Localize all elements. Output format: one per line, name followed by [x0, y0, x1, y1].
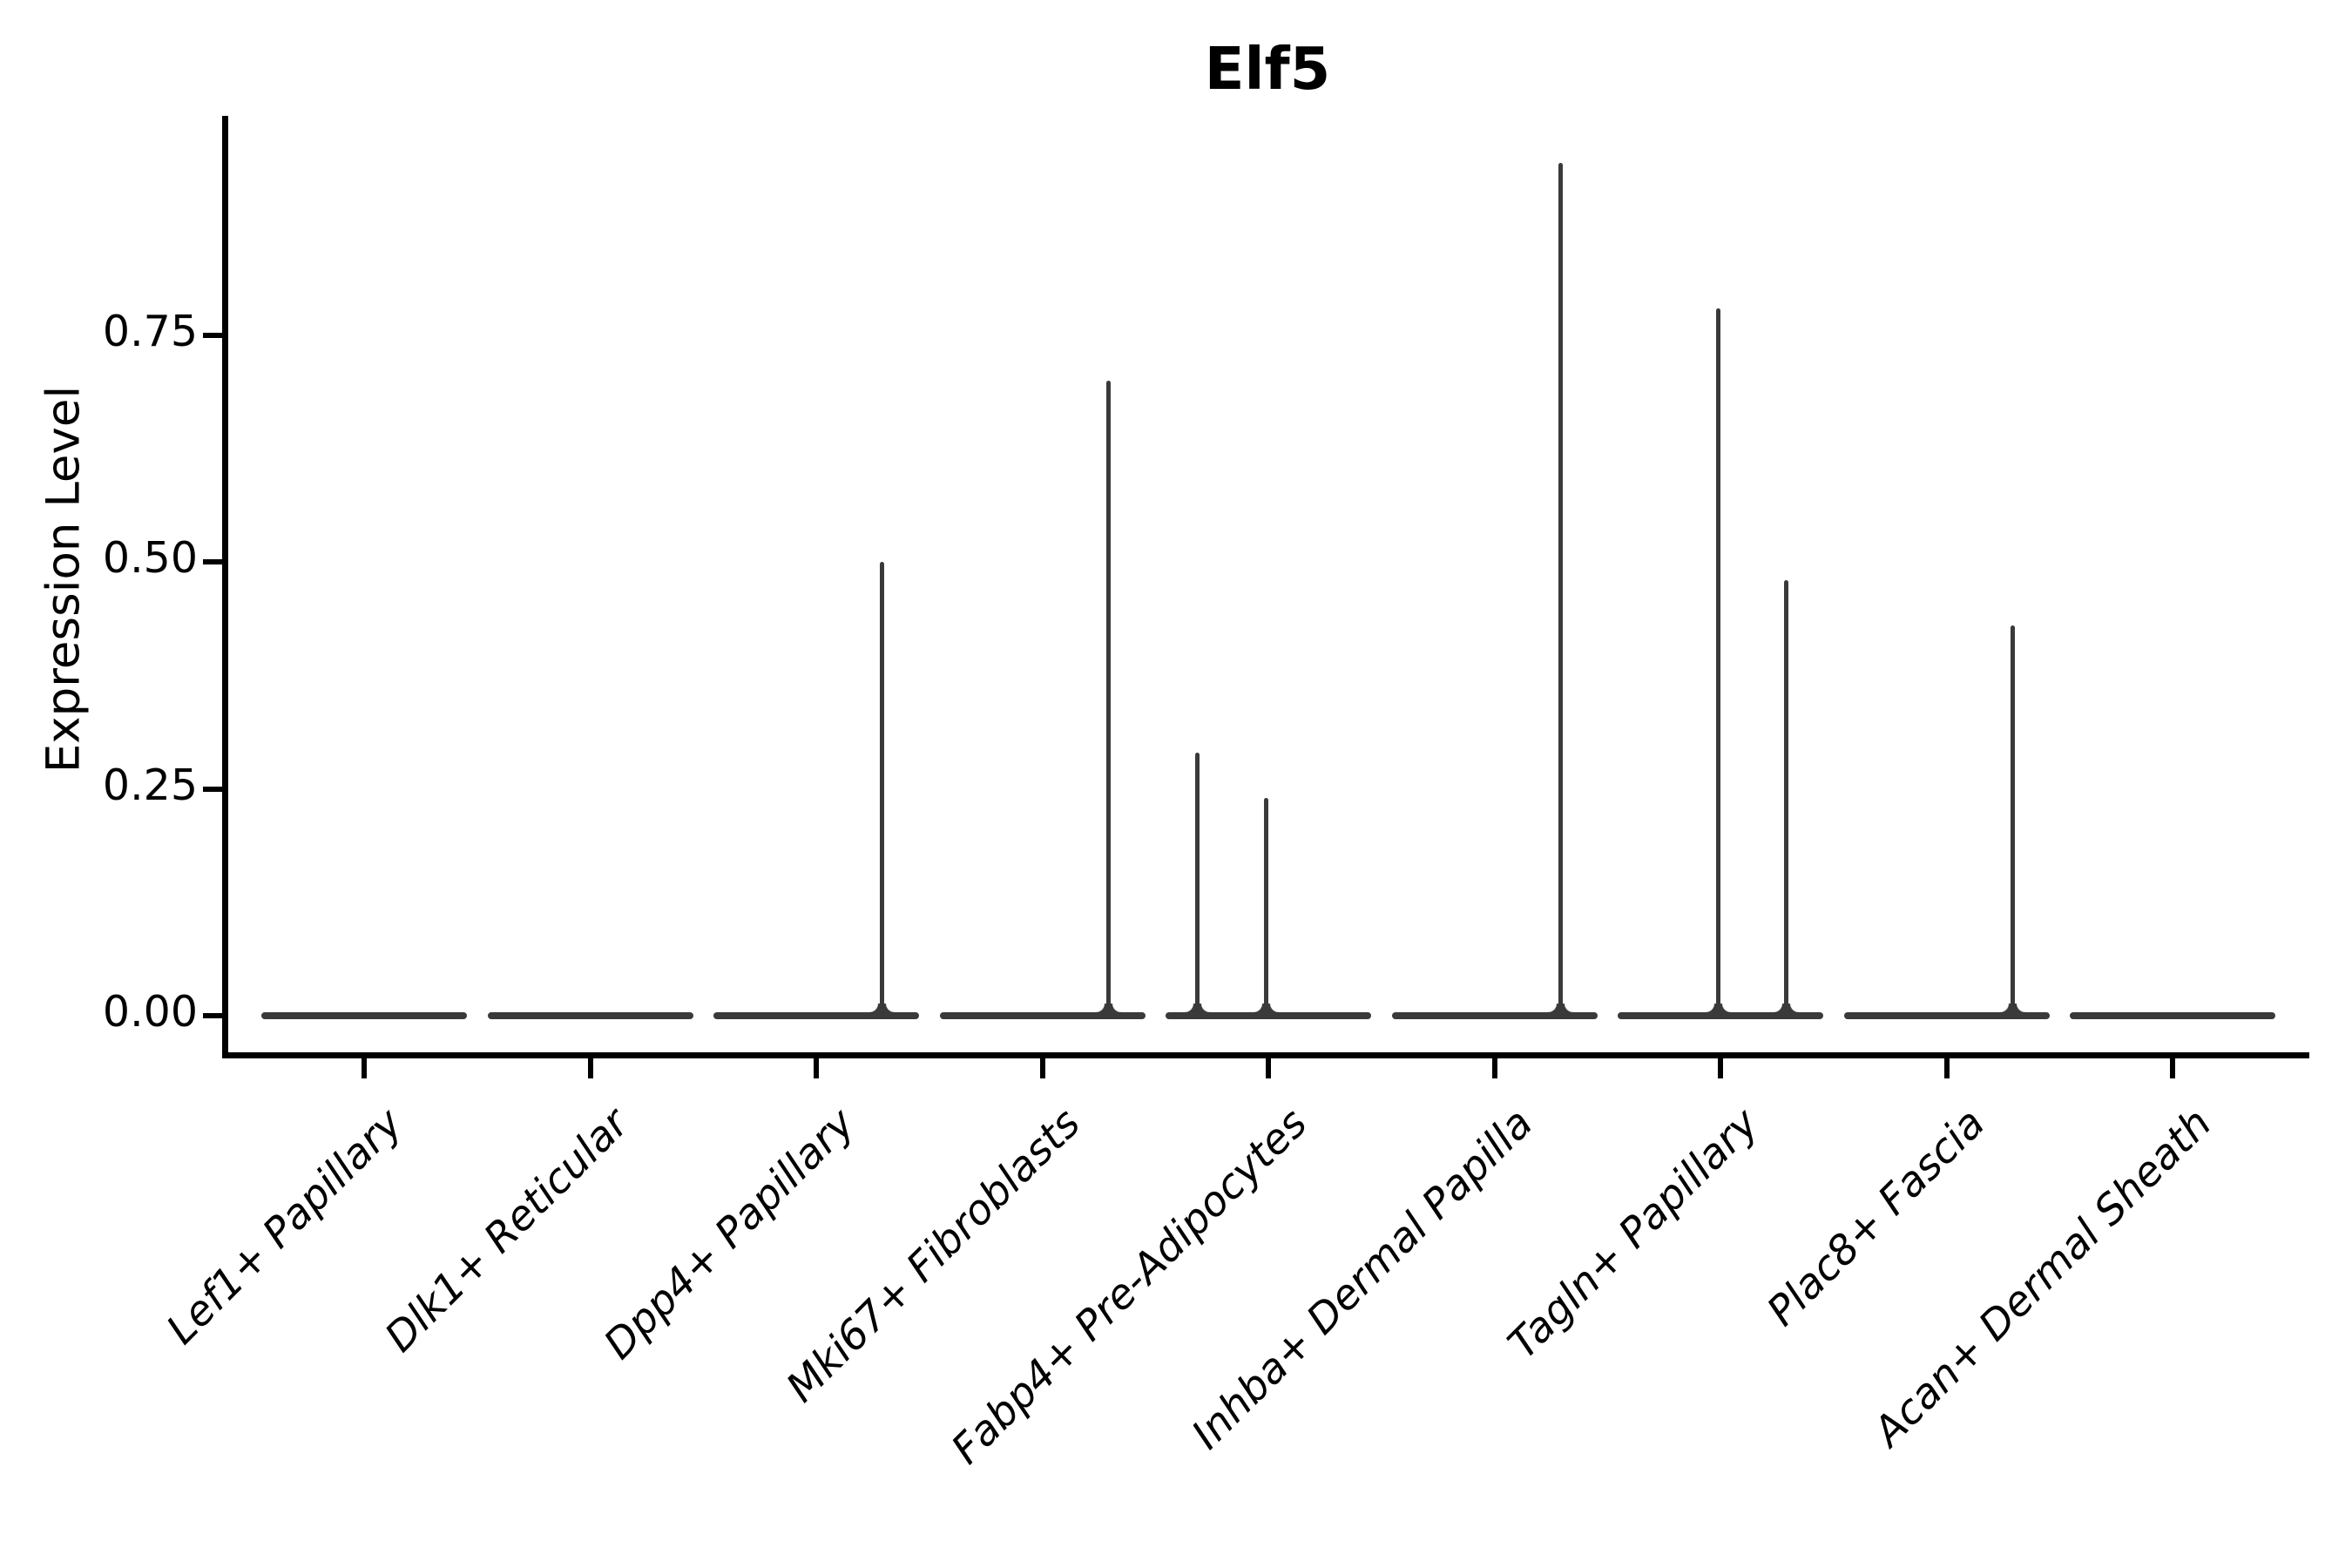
violin-spike [1716, 308, 1721, 1016]
x-tick-mark [1943, 1058, 1950, 1078]
spike-fillet-right [1268, 1004, 1280, 1012]
x-tick-mark [1491, 1058, 1497, 1078]
x-tick-mark [587, 1058, 593, 1078]
spike-fillet-left [1185, 1004, 1196, 1012]
spike-fillet-right [1110, 1004, 1121, 1012]
spike-fillet-right [1720, 1004, 1732, 1012]
y-tick-mark [203, 333, 222, 339]
spike-fillet-right [884, 1004, 896, 1012]
x-tick-mark [1039, 1058, 1045, 1078]
violin-baseline [1618, 1012, 1823, 1019]
spike-fillet-left [1774, 1004, 1785, 1012]
spike-fillet-right [1200, 1004, 1211, 1012]
violin-spike [1558, 163, 1563, 1016]
violin-baseline [1843, 1012, 2050, 1019]
violin-spike [1784, 580, 1789, 1016]
violin-spike [1264, 798, 1269, 1016]
violin-baseline [2070, 1012, 2275, 1019]
spike-fillet-left [1254, 1004, 1265, 1012]
violin-baseline [939, 1012, 1146, 1019]
y-tick-mark [203, 786, 222, 792]
violin-spike [1105, 381, 1111, 1016]
spike-fillet-left [869, 1004, 881, 1012]
violin-spike [2010, 625, 2015, 1016]
y-tick-label: 0.75 [102, 307, 198, 357]
x-tick-label: Lef1+ Papillary [157, 1099, 412, 1355]
x-tick-label: Plac8+ Fascia [1758, 1099, 1995, 1336]
plot-title: Elf5 [1204, 35, 1331, 103]
x-tick-mark [362, 1058, 367, 1078]
violin-baseline [1166, 1012, 1371, 1019]
spike-fillet-right [2014, 1004, 2025, 1012]
spike-fillet-left [1706, 1004, 1717, 1012]
y-tick-label: 0.50 [102, 533, 198, 584]
y-tick-label: 0.00 [102, 987, 198, 1037]
x-tick-mark [2170, 1058, 2175, 1078]
violin-baseline [713, 1012, 919, 1019]
spike-fillet-right [1788, 1004, 1800, 1012]
violin-baseline [1391, 1012, 1598, 1019]
x-tick-mark [1718, 1058, 1723, 1078]
x-tick-label: Dpp4+ Papillary [594, 1099, 864, 1369]
x-tick-label: Dlk1+ Reticular [375, 1099, 639, 1362]
x-axis-spine [222, 1052, 2309, 1058]
spike-fillet-left [1999, 1004, 2011, 1012]
y-axis-spine [222, 116, 228, 1058]
y-tick-mark [203, 1013, 222, 1018]
x-tick-mark [1266, 1058, 1271, 1078]
spike-fillet-left [1547, 1004, 1558, 1012]
spike-fillet-right [1562, 1004, 1573, 1012]
x-tick-label: Tagln+ Papillary [1499, 1099, 1768, 1369]
violin-spike [880, 562, 885, 1016]
y-tick-mark [203, 559, 222, 565]
violin-baseline [261, 1012, 467, 1019]
violin-baseline [487, 1012, 693, 1019]
y-tick-label: 0.25 [102, 760, 198, 810]
x-tick-mark [814, 1058, 819, 1078]
violin-spike [1195, 753, 1200, 1016]
spike-fillet-left [1095, 1004, 1106, 1012]
